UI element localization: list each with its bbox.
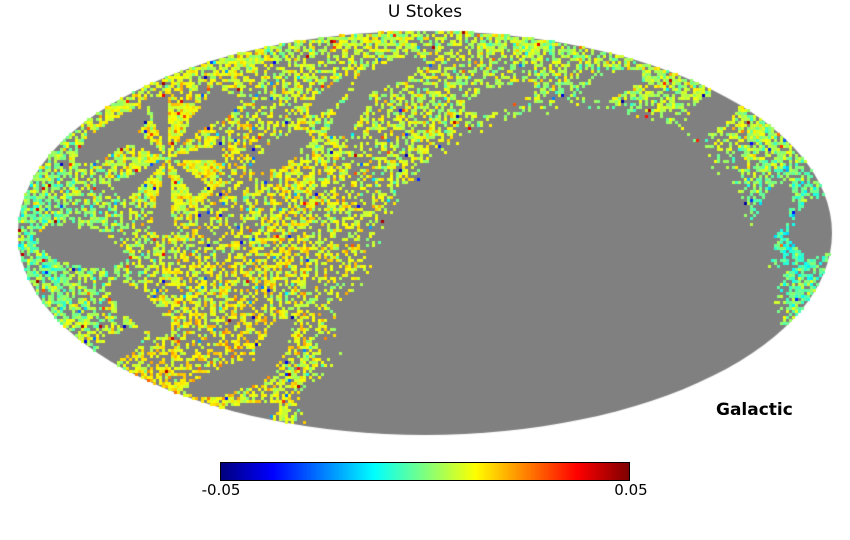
plot-title: U Stokes bbox=[387, 2, 463, 22]
colorbar-gradient-canvas bbox=[221, 463, 629, 480]
colorbar-max-label: 0.05 bbox=[614, 481, 648, 499]
coordinate-system-label: Galactic bbox=[716, 400, 793, 420]
colorbar bbox=[220, 462, 630, 481]
colorbar-min-label: -0.05 bbox=[201, 481, 241, 499]
